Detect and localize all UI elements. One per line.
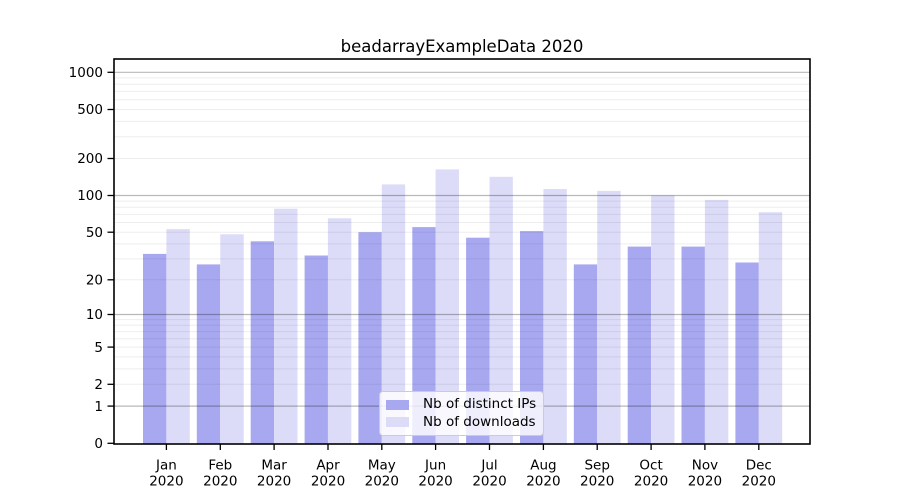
y-tick-label: 500 bbox=[77, 102, 103, 118]
x-tick-label-year: 2020 bbox=[365, 474, 399, 490]
x-tick-label-year: 2020 bbox=[418, 474, 452, 490]
x-tick-label-month: Jun bbox=[424, 458, 446, 474]
x-tick-label-month: May bbox=[368, 458, 396, 474]
bar-series0-jun bbox=[412, 227, 436, 444]
x-tick-label-year: 2020 bbox=[149, 474, 183, 490]
chart-title: beadarrayExampleData 2020 bbox=[341, 37, 584, 56]
bar-series1-jul bbox=[489, 176, 513, 445]
legend: Nb of distinct IPs Nb of downloads bbox=[379, 391, 544, 436]
y-tick-label: 10 bbox=[86, 307, 103, 323]
bar-series1-apr bbox=[327, 218, 352, 444]
x-tick-label-year: 2020 bbox=[526, 474, 560, 490]
legend-swatch-distinct-ips bbox=[386, 399, 409, 410]
x-tick-label-year: 2020 bbox=[472, 474, 506, 490]
x-tick-label-month: Oct bbox=[639, 458, 662, 474]
y-tick-label: 5 bbox=[94, 340, 103, 356]
bar-series0-mar bbox=[250, 241, 275, 444]
bar-series1-sep bbox=[597, 190, 621, 444]
x-tick-label-month: Apr bbox=[316, 458, 340, 474]
bar-series1-jun bbox=[435, 169, 459, 444]
x-tick-label-month: Dec bbox=[746, 458, 772, 474]
bar-series1-mar bbox=[274, 208, 298, 444]
bars-layer bbox=[143, 169, 783, 445]
x-tick-label-year: 2020 bbox=[203, 474, 237, 490]
x-tick-label-year: 2020 bbox=[634, 474, 668, 490]
x-tick-label-year: 2020 bbox=[257, 474, 291, 490]
bar-series1-oct bbox=[651, 195, 675, 444]
y-tick-label: 50 bbox=[86, 225, 103, 241]
bar-series1-may bbox=[381, 184, 406, 444]
y-tick-label: 100 bbox=[77, 188, 103, 204]
grid-layer bbox=[114, 71, 810, 407]
bar-series1-jan bbox=[166, 229, 190, 444]
x-tick-label-year: 2020 bbox=[580, 474, 614, 490]
y-tick-label: 2 bbox=[94, 377, 103, 393]
bar-series0-feb bbox=[196, 264, 221, 444]
y-tick-label: 0 bbox=[94, 436, 103, 452]
axes-layer: 01251020501002005001000Jan2020Feb2020Mar… bbox=[69, 58, 811, 490]
x-tick-label-month: Nov bbox=[692, 458, 718, 474]
y-tick-label: 1 bbox=[94, 399, 103, 415]
bar-series1-feb bbox=[220, 234, 244, 444]
bar-series1-nov bbox=[704, 199, 729, 444]
x-tick-label-year: 2020 bbox=[688, 474, 722, 490]
bar-series1-aug bbox=[543, 189, 567, 444]
bar-series1-dec bbox=[758, 212, 783, 444]
x-tick-label-month: Jan bbox=[155, 458, 177, 474]
x-tick-label-year: 2020 bbox=[311, 474, 345, 490]
x-tick-label-month: Aug bbox=[530, 458, 556, 474]
x-tick-label-month: Sep bbox=[584, 458, 609, 474]
y-tick-label: 1000 bbox=[69, 65, 103, 81]
y-tick-label: 200 bbox=[77, 151, 103, 167]
legend-swatch-downloads bbox=[386, 417, 409, 428]
bar-series0-oct bbox=[627, 246, 652, 444]
bar-series0-dec bbox=[735, 262, 759, 444]
bar-series0-may bbox=[358, 232, 382, 444]
x-tick-label-year: 2020 bbox=[742, 474, 776, 490]
bar-series0-sep bbox=[573, 264, 598, 444]
bar-series0-aug bbox=[520, 231, 544, 444]
legend-label-distinct-ips: Nb of distinct IPs bbox=[423, 396, 537, 412]
bar-series0-nov bbox=[681, 246, 705, 444]
legend-label-downloads: Nb of downloads bbox=[423, 413, 536, 430]
bar-series0-jan bbox=[143, 253, 167, 444]
plot-border bbox=[113, 58, 811, 445]
x-tick-label-month: Feb bbox=[208, 458, 232, 474]
legend-item-distinct-ips: Nb of distinct IPs bbox=[386, 396, 537, 412]
x-tick-label-month: Jul bbox=[480, 458, 497, 474]
legend-item-downloads: Nb of downloads bbox=[386, 413, 537, 430]
bar-series0-apr bbox=[304, 255, 328, 444]
y-tick-label: 20 bbox=[86, 273, 103, 289]
x-tick-label-month: Mar bbox=[261, 458, 287, 474]
